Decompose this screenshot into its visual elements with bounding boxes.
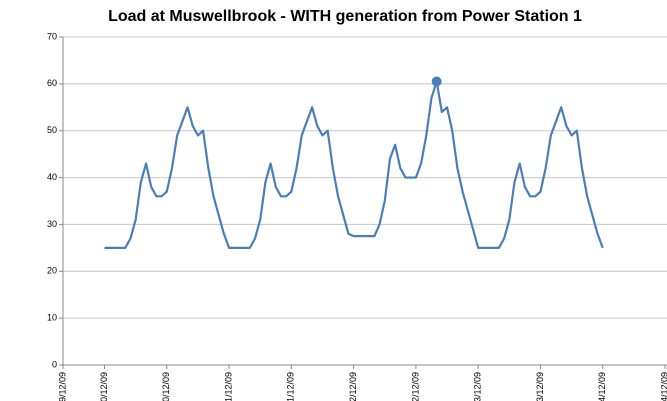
y-tick-label: 60 [47,78,57,88]
x-tick-label: 2/12/09 [348,372,358,401]
x-tick-label: 3/12/09 [473,372,483,401]
data-point-marker [431,76,442,87]
x-tick-label: 1/12/09 [286,372,296,401]
x-tick-label: 9/12/09 [57,372,67,401]
x-tick-label: 0/12/09 [99,372,109,401]
x-tick-label: 3/12/09 [535,372,545,401]
x-tick-label: 2/12/09 [410,372,420,401]
series-line [104,80,604,249]
y-tick-label: 0 [52,359,57,369]
y-tick-label: 40 [47,172,57,182]
y-tick-label: 10 [47,313,57,323]
y-tick-label: 30 [47,219,57,229]
x-tick-label: 4/12/09 [659,372,667,401]
y-tick-label: 20 [47,266,57,276]
y-tick-label: 50 [47,125,57,135]
x-tick-label: 1/12/09 [223,372,233,401]
x-tick-label: 4/12/09 [597,372,607,401]
y-tick-label: 70 [47,31,57,41]
chart-title: Load at Muswellbrook - WITH generation f… [108,8,582,25]
x-tick-label: 0/12/09 [161,372,171,401]
